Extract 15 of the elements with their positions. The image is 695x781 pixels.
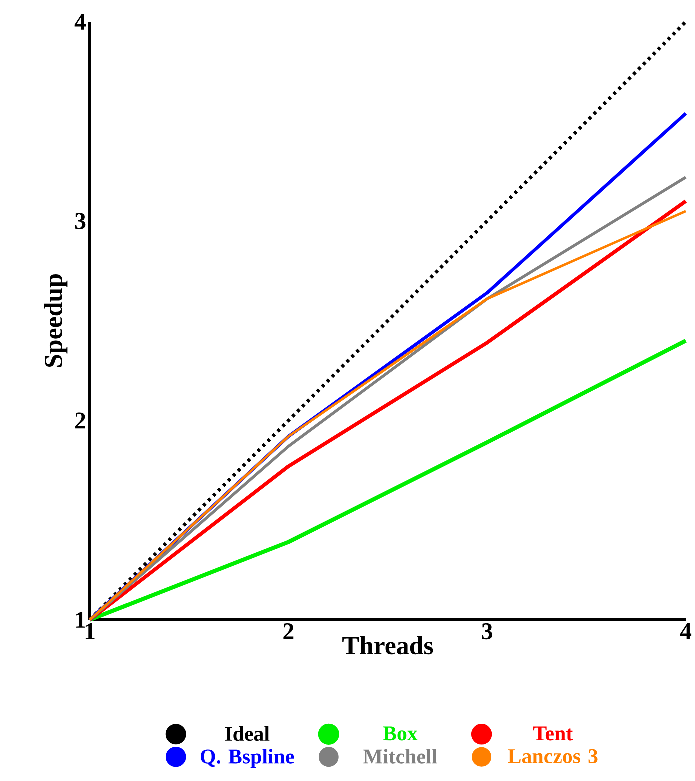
legend-label: Lanczos 3 [508,749,598,764]
legend-label: Tent [533,726,573,741]
y-axis-title: Speedup [44,274,68,368]
x-tick-label: 2 [284,624,294,640]
y-tick-label: 4 [74,14,86,30]
x-axis-title: Threads [342,636,434,655]
y-tick-label: 1 [76,612,86,628]
legend-label: Mitchell [363,749,438,764]
legend-label: Ideal [225,726,270,742]
x-tick-label: 4 [680,624,692,640]
y-tick-label: 3 [75,213,86,230]
x-tick-label: 3 [482,624,492,640]
legend-label: Q. Bspline [200,749,294,768]
legend-label: Box [383,726,418,741]
y-tick-label: 2 [75,412,86,429]
